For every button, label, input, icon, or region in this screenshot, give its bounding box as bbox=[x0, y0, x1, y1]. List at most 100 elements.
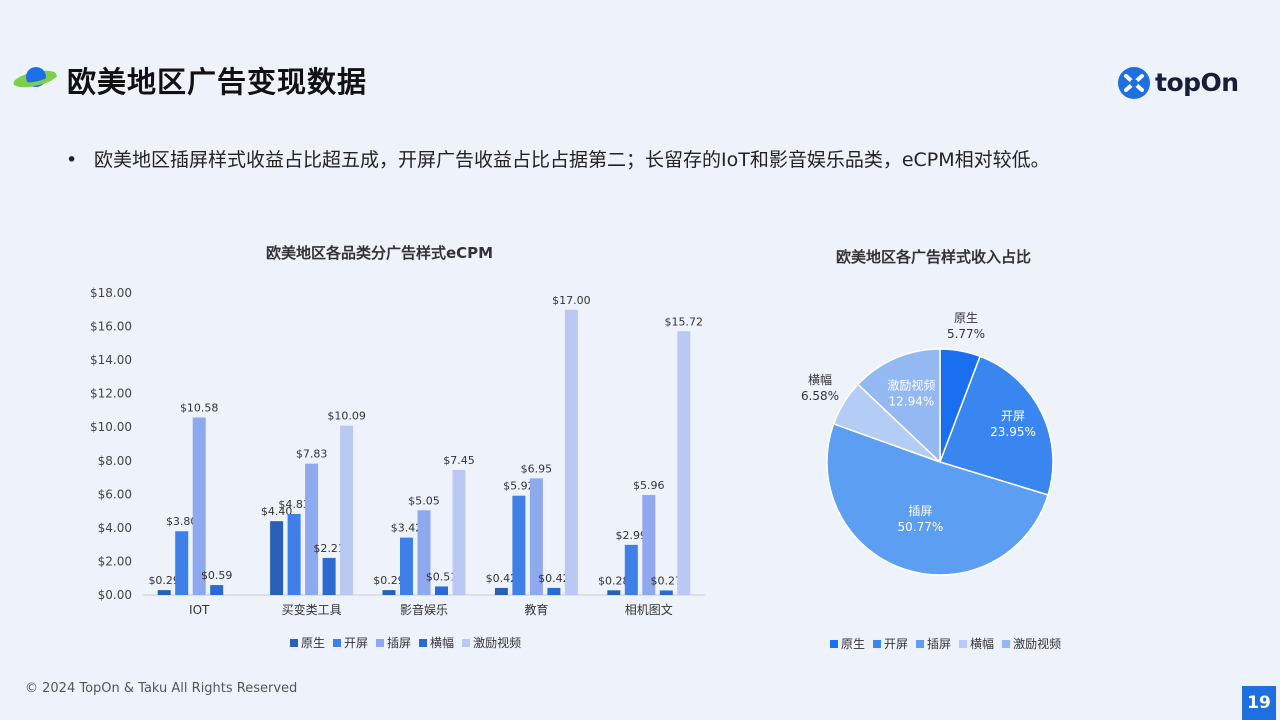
bar-value-label: $10.58 bbox=[180, 401, 219, 414]
y-tick-label: $2.00 bbox=[98, 554, 132, 568]
bar-value-label: $5.96 bbox=[633, 479, 665, 492]
pie-slice-value: 6.58% bbox=[801, 389, 839, 403]
bar bbox=[382, 590, 396, 595]
legend-label: 横幅 bbox=[970, 637, 995, 651]
bar bbox=[435, 586, 448, 595]
bar-value-label: $15.72 bbox=[665, 315, 704, 328]
bar bbox=[529, 478, 543, 595]
bar bbox=[417, 510, 431, 595]
header: 欧美地区广告变现数据 bbox=[0, 55, 700, 105]
legend-item: 开屏 bbox=[333, 634, 368, 651]
bar bbox=[452, 470, 466, 595]
bar bbox=[287, 513, 301, 595]
legend-item: 插屏 bbox=[376, 634, 411, 651]
x-tick-label: 教育 bbox=[524, 602, 548, 617]
bar bbox=[624, 544, 638, 595]
bar bbox=[157, 590, 171, 595]
bullet-dot-icon: • bbox=[66, 149, 78, 171]
bar-value-label: $0.42 bbox=[486, 572, 518, 585]
legend-item: 横幅 bbox=[959, 635, 994, 652]
bar-value-label: $0.59 bbox=[201, 569, 233, 582]
legend-label: 横幅 bbox=[430, 636, 455, 650]
bar-value-label: $0.29 bbox=[148, 574, 180, 587]
bar-value-label: $7.83 bbox=[296, 448, 328, 461]
legend-swatch bbox=[333, 638, 342, 647]
pie-slice-value: 12.94% bbox=[889, 395, 935, 409]
legend-label: 原生 bbox=[301, 636, 326, 650]
legend-swatch bbox=[959, 639, 968, 648]
legend-label: 开屏 bbox=[884, 637, 909, 651]
bar bbox=[322, 557, 336, 595]
bar bbox=[547, 587, 561, 595]
legend-swatch bbox=[290, 638, 298, 647]
pie-slice-value: 23.95% bbox=[990, 425, 1036, 439]
legend-swatch bbox=[916, 639, 925, 648]
bar-value-label: $0.42 bbox=[538, 572, 570, 585]
bar bbox=[210, 585, 224, 595]
legend-swatch bbox=[873, 639, 882, 648]
y-tick-label: $12.00 bbox=[90, 387, 132, 401]
bar bbox=[305, 463, 319, 595]
pie-slice-value: 5.77% bbox=[947, 327, 985, 341]
bar bbox=[642, 495, 656, 595]
pie-slice-name: 横幅 bbox=[808, 372, 832, 387]
bar-chart-title: 欧美地区各品类分广告样式eCPM bbox=[266, 244, 494, 262]
bar bbox=[400, 537, 413, 595]
legend-label: 激励视频 bbox=[473, 636, 522, 650]
pie-slice bbox=[826, 422, 1050, 576]
copyright-footer: © 2024 TopOn & Taku All Rights Reserved bbox=[25, 681, 298, 696]
bar-chart: $0.00 $2.00 $4.00 $6.00 $8.00 $10.00 $12.00 $14… bbox=[90, 286, 705, 617]
summary-bullet: • 欧美地区插屏样式收益占比超五成，开屏广告收益占比占据第二；长留存的IoT和影音… bbox=[66, 145, 1050, 172]
y-tick-label: $18.00 bbox=[90, 286, 132, 300]
bar bbox=[340, 425, 354, 595]
bar bbox=[175, 531, 189, 595]
bar bbox=[494, 587, 508, 595]
summary-text: 欧美地区插屏样式收益占比超五成，开屏广告收益占比占据第二；长留存的IoT和影音娱… bbox=[94, 149, 1050, 171]
y-tick-label: $6.00 bbox=[98, 487, 132, 501]
pie-slice-name: 原生 bbox=[954, 311, 978, 325]
bar-value-label: $2.21 bbox=[313, 542, 345, 555]
bar-value-label: $0.29 bbox=[373, 574, 405, 587]
bar bbox=[512, 495, 526, 595]
legend-label: 开屏 bbox=[344, 636, 369, 650]
y-tick-label: $14.00 bbox=[90, 353, 132, 367]
bar bbox=[192, 417, 206, 595]
legend-label: 原生 bbox=[841, 637, 866, 651]
bar-value-label: $3.80 bbox=[166, 515, 198, 528]
bar bbox=[659, 590, 673, 595]
x-tick-label: IOT bbox=[189, 603, 210, 617]
bar-value-label: $0.51 bbox=[426, 570, 458, 583]
pie-chart-title: 欧美地区各广告样式收入占比 bbox=[836, 248, 1032, 266]
legend-item: 原生 bbox=[830, 635, 865, 652]
legend-item: 原生 bbox=[290, 634, 325, 651]
legend-label: 插屏 bbox=[927, 637, 952, 651]
bar-value-label: $5.92 bbox=[503, 480, 535, 493]
planet-icon bbox=[13, 67, 58, 88]
legend-item: 激励视频 bbox=[462, 634, 521, 651]
legend-item: 插屏 bbox=[916, 635, 951, 652]
legend-swatch bbox=[462, 638, 471, 647]
pie-slice-name: 激励视频 bbox=[887, 378, 935, 393]
legend-item: 开屏 bbox=[873, 635, 908, 652]
pie-chart: 原生 5.77% 开屏 23.95% 插屏 50.77% 横幅 6.58% 激励视频 12.94% bbox=[801, 311, 1054, 576]
y-tick-label: $10.00 bbox=[90, 420, 132, 434]
legend-swatch bbox=[419, 638, 428, 647]
pie-slice-name: 开屏 bbox=[1001, 409, 1025, 423]
bar-value-label: $0.28 bbox=[598, 574, 630, 587]
legend-swatch bbox=[1002, 639, 1011, 648]
legend-label: 激励视频 bbox=[1013, 637, 1062, 651]
x-tick-label: 影音娱乐 bbox=[400, 602, 448, 617]
bar-value-label: $2.99 bbox=[616, 529, 648, 542]
legend-item: 激励视频 bbox=[1002, 635, 1061, 652]
bar-value-label: $17.00 bbox=[552, 294, 591, 307]
bar bbox=[607, 590, 621, 595]
topon-logo-icon bbox=[1118, 67, 1150, 99]
y-tick-label: $8.00 bbox=[98, 454, 132, 468]
bar-value-label: $4.40 bbox=[261, 505, 293, 518]
bar-value-label: $6.95 bbox=[521, 462, 553, 475]
bar bbox=[677, 331, 691, 595]
topon-logo: topOn bbox=[1117, 66, 1257, 102]
x-tick-label: 买变类工具 bbox=[282, 602, 342, 617]
y-tick-label: $16.00 bbox=[90, 320, 132, 334]
legend-swatch bbox=[376, 638, 385, 647]
